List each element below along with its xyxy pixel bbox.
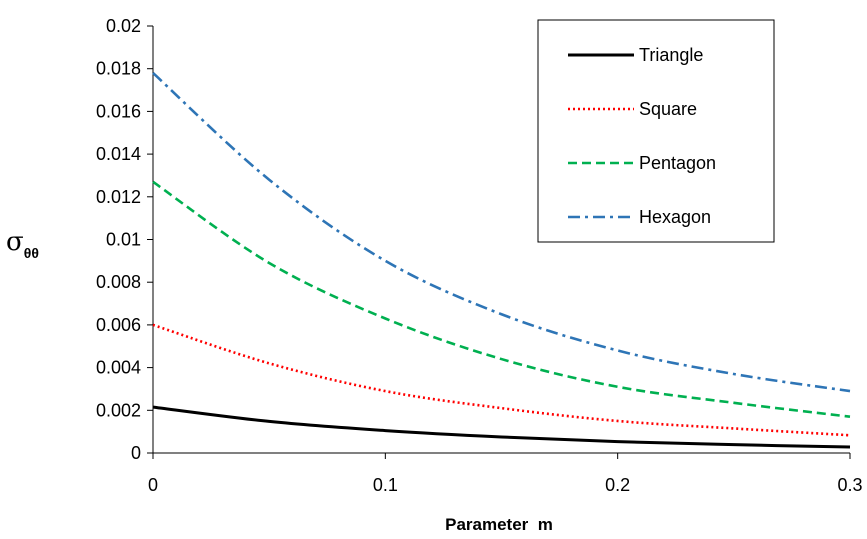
x-tick-label: 0.1 bbox=[373, 475, 398, 495]
x-ticks: 0 0.1 0.2 0.3 bbox=[148, 453, 863, 495]
y-axis-label: σθθ bbox=[6, 227, 39, 261]
plot-area bbox=[152, 72, 851, 449]
legend-box bbox=[537, 19, 775, 243]
y-tick-label: 0.006 bbox=[96, 315, 141, 335]
series-line-triangle bbox=[152, 405, 851, 449]
legend: Triangle Square Pentagon Hexagon bbox=[537, 19, 775, 243]
y-tick-label: 0.014 bbox=[96, 144, 141, 164]
legend-label-pentagon: Pentagon bbox=[639, 153, 716, 173]
y-tick-label: 0.004 bbox=[96, 358, 141, 378]
y-axis-label-symbol: σ bbox=[6, 227, 24, 257]
y-tick-label: 0.012 bbox=[96, 187, 141, 207]
y-tick-label: 0.016 bbox=[96, 101, 141, 121]
y-tick-label: 0.008 bbox=[96, 272, 141, 292]
x-axis-label: Parameter m bbox=[445, 515, 553, 534]
series-line-pentagon bbox=[152, 180, 851, 418]
y-tick-label: 0.002 bbox=[96, 400, 141, 420]
series-line-hexagon bbox=[152, 72, 851, 393]
y-tick-label: 0.018 bbox=[96, 59, 141, 79]
y-axis-label-subscript: θθ bbox=[24, 245, 39, 261]
y-tick-label: 0.02 bbox=[106, 16, 141, 36]
x-tick-label: 0.3 bbox=[837, 475, 862, 495]
x-tick-label: 0 bbox=[148, 475, 158, 495]
legend-label-square: Square bbox=[639, 99, 697, 119]
x-tick-label: 0.2 bbox=[605, 475, 630, 495]
legend-label-triangle: Triangle bbox=[639, 45, 703, 65]
y-tick-label: 0.01 bbox=[106, 230, 141, 250]
y-ticks: 0 0.002 0.004 0.006 0.008 0.01 0.012 0.014 0.016… bbox=[96, 16, 153, 463]
y-tick-label: 0 bbox=[131, 443, 141, 463]
legend-label-hexagon: Hexagon bbox=[639, 207, 711, 227]
